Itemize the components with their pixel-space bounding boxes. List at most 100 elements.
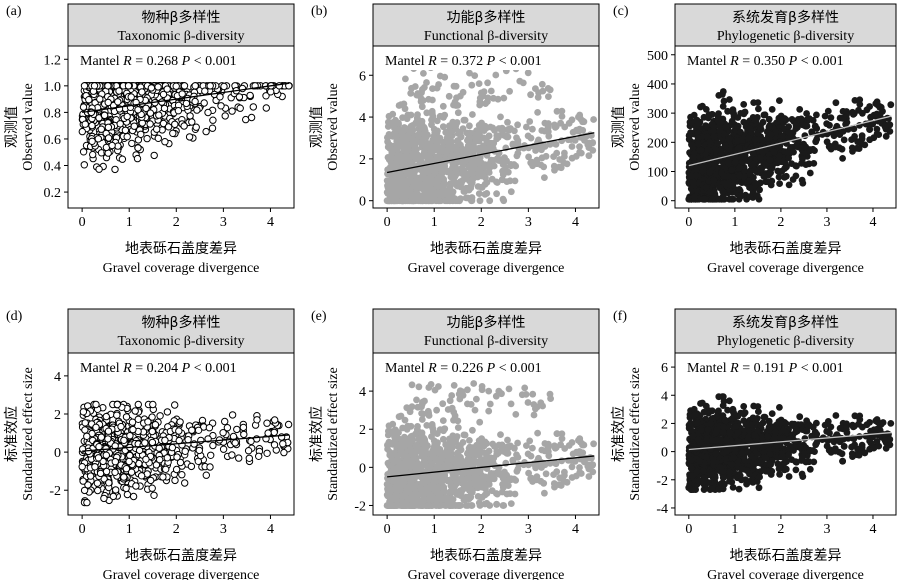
data-point [839,155,846,162]
data-point [188,426,196,434]
data-point [447,138,454,146]
data-point [415,92,423,99]
data-point [749,160,757,168]
data-point [475,190,483,198]
data-point [532,85,539,92]
data-point [205,424,214,432]
data-point [785,123,792,130]
data-point [386,448,394,456]
data-point [146,109,155,117]
x-tick-label: 2 [173,215,180,230]
data-point [209,116,217,124]
data-point [556,156,564,163]
data-point [175,427,183,435]
data-point [849,108,856,116]
data-point [747,184,755,192]
data-point [746,125,754,133]
scatter-points [78,82,293,174]
data-point [873,98,881,106]
x-tick-label: 1 [126,522,133,537]
data-point [137,130,145,139]
data-point [79,477,87,485]
data-point [88,137,96,146]
y-axis-label-en: Observed value [21,83,36,170]
data-point [461,431,469,439]
title-en: Taxonomic β-diversity [117,334,244,349]
x-axis-label-zh: 地表砾石盖度差异 [125,241,237,257]
data-point [161,138,169,146]
data-point [134,144,142,152]
data-point [555,163,563,171]
data-point [164,123,173,131]
data-point [270,428,278,437]
scatter-points [78,400,293,507]
data-point [174,107,183,115]
data-point [776,180,783,188]
data-point [458,170,466,177]
data-point [493,490,500,497]
data-point [133,154,142,163]
y-tick-label: 2 [54,408,61,423]
data-point [440,186,447,194]
data-point [262,104,270,112]
data-point [236,104,244,112]
data-point [180,82,189,90]
data-point [428,109,436,117]
data-point [504,118,511,126]
data-point [431,129,439,137]
data-point [757,154,764,162]
data-point [126,432,134,440]
data-point [509,140,517,148]
annotation-prefix: Mantel [80,54,123,69]
data-point [740,178,748,186]
data-point [181,447,189,455]
data-point [191,97,199,106]
data-point [590,116,597,123]
data-point [102,451,111,459]
data-point [694,119,702,127]
data-point [431,169,439,177]
y-tick-label: 300 [647,107,668,122]
data-point [453,433,461,440]
data-point [91,463,99,471]
data-point [429,96,436,104]
data-point [219,429,227,437]
data-point [476,197,484,205]
data-point [487,87,495,95]
data-point [94,454,103,462]
annotation-r-value: = 0.372 [437,54,487,69]
data-point [391,124,398,132]
data-point [113,400,122,409]
data-point [163,408,172,416]
data-point [550,153,557,161]
data-point [792,125,800,132]
data-point [457,133,465,141]
data-point [104,123,113,132]
data-point [471,161,478,168]
data-point [392,132,400,140]
data-point [123,112,131,121]
data-point [425,502,433,509]
data-point [150,151,158,160]
data-point [480,88,488,96]
data-point [821,112,829,120]
data-point [420,70,427,77]
data-point [468,81,476,89]
data-point [760,111,768,119]
data-point [485,132,493,140]
data-point [732,159,739,166]
data-point [801,122,809,129]
data-point [429,186,437,194]
data-point [454,109,462,117]
data-point [253,416,261,424]
data-point [221,112,229,120]
data-point [715,92,723,99]
mantel-annotation: Mantel R = 0.372 P < 0.001 [385,54,542,69]
data-point [420,149,428,157]
data-point [541,142,549,150]
data-point [104,134,113,142]
annotation-p-value: < 0.001 [495,54,541,69]
data-point [111,468,119,476]
data-point [100,111,109,120]
data-point [247,437,255,445]
